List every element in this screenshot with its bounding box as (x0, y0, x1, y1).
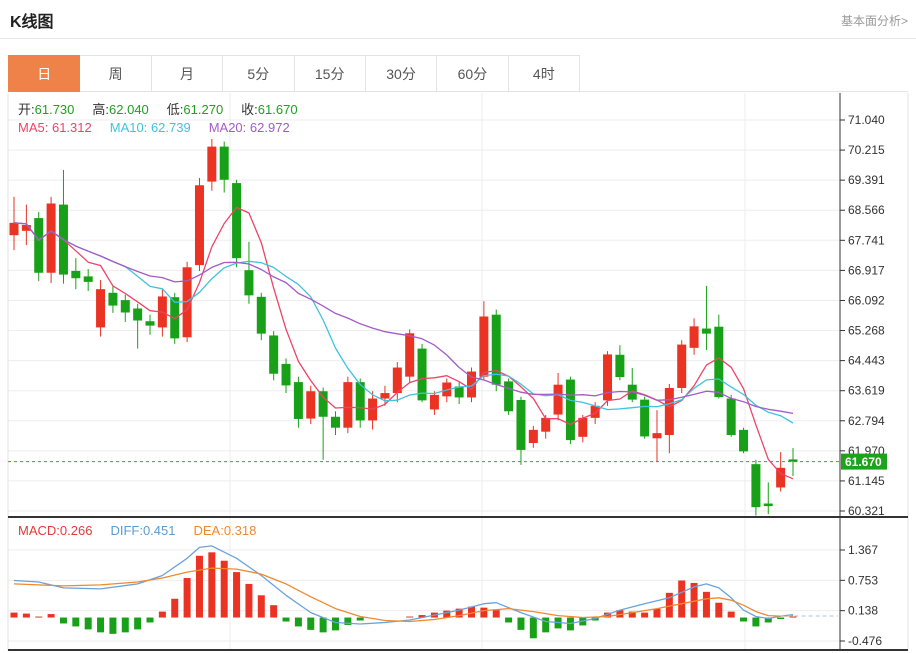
axis-layer (8, 93, 908, 651)
tab-week[interactable]: 周 (80, 55, 152, 92)
tab-month[interactable]: 月 (151, 55, 224, 92)
open-label: 开: (18, 102, 35, 117)
header-divider (0, 38, 916, 39)
high-label: 高: (92, 102, 110, 117)
tab-4hour[interactable]: 4时 (508, 55, 580, 92)
tab-15min[interactable]: 15分 (294, 55, 366, 92)
ma5-readout: MA5: 61.312 (18, 120, 92, 135)
period-tabs: 日 周 月 5分 15分 30分 60分 4时 (8, 55, 580, 92)
close-value: 61.670 (257, 102, 298, 117)
open-value: 61.730 (34, 102, 75, 117)
ohlc-info-bar: 开:61.730 高:62.040 低:61.270 收:61.670 (18, 99, 316, 118)
y-axis-label: 62.794 (848, 414, 885, 428)
y-axis-label: 71.040 (848, 113, 885, 127)
y-axis-label: 68.566 (848, 203, 885, 217)
macd-histogram (10, 552, 797, 639)
low-value: 61.270 (183, 102, 224, 117)
y-axis-label: 66.917 (848, 263, 885, 277)
dea-readout: DEA:0.318 (193, 523, 257, 538)
y-axis-label: 63.619 (848, 384, 885, 398)
tab-day[interactable]: 日 (8, 55, 81, 92)
current-price-label: 61.670 (845, 455, 882, 469)
y-axis-label: 67.741 (848, 233, 885, 247)
ma20-readout: MA20: 62.972 (208, 120, 290, 135)
page-title: K线图 (10, 14, 54, 31)
ma-lines (13, 206, 794, 480)
macd-readout: MACD:0.266 (18, 523, 93, 538)
ma10-readout: MA10: 62.739 (109, 120, 191, 135)
tab-60min[interactable]: 60分 (437, 55, 509, 92)
y-axis-label: 61.145 (848, 474, 885, 488)
macd-lines (13, 545, 838, 625)
y-axis-label: 60.321 (848, 504, 885, 518)
macd-axis-label: 1.367 (848, 543, 878, 557)
low-label: 低: (166, 102, 184, 117)
grid-layer (7, 93, 909, 650)
y-axis-labels: 71.040 70.215 69.391 68.566 67.741 66.917 66.0… (840, 113, 885, 648)
close-label: 收: (241, 102, 258, 117)
tab-30min[interactable]: 30分 (365, 55, 438, 92)
macd-axis-label: -0.476 (848, 634, 882, 648)
current-price-badge: 61.670 (841, 453, 887, 470)
tab-5min[interactable]: 5分 (223, 55, 295, 92)
fundamental-analysis-link[interactable]: 基本面分析> (840, 14, 908, 28)
candles-layer (9, 138, 798, 516)
y-axis-label: 64.443 (848, 354, 885, 368)
macd-axis-label: 0.138 (848, 604, 878, 618)
ma10-line (13, 222, 794, 424)
diff-line (13, 545, 794, 625)
macd-axis-label: 0.753 (848, 573, 878, 587)
diff-readout: DIFF:0.451 (110, 523, 176, 538)
ma-info-bar: MA5: 61.312 MA10: 62.739 MA20: 62.972 (18, 120, 290, 135)
ma20-line (13, 222, 794, 415)
macd-info-bar: MACD:0.266 DIFF:0.451 DEA:0.318 (18, 523, 256, 538)
y-axis-label: 65.268 (848, 324, 885, 338)
y-axis-label: 69.391 (848, 173, 885, 187)
y-axis-label: 70.215 (848, 143, 885, 157)
dea-line (13, 567, 794, 623)
ma5-line (13, 206, 794, 480)
y-axis-label: 66.092 (848, 293, 885, 307)
high-value: 62.040 (109, 102, 149, 117)
